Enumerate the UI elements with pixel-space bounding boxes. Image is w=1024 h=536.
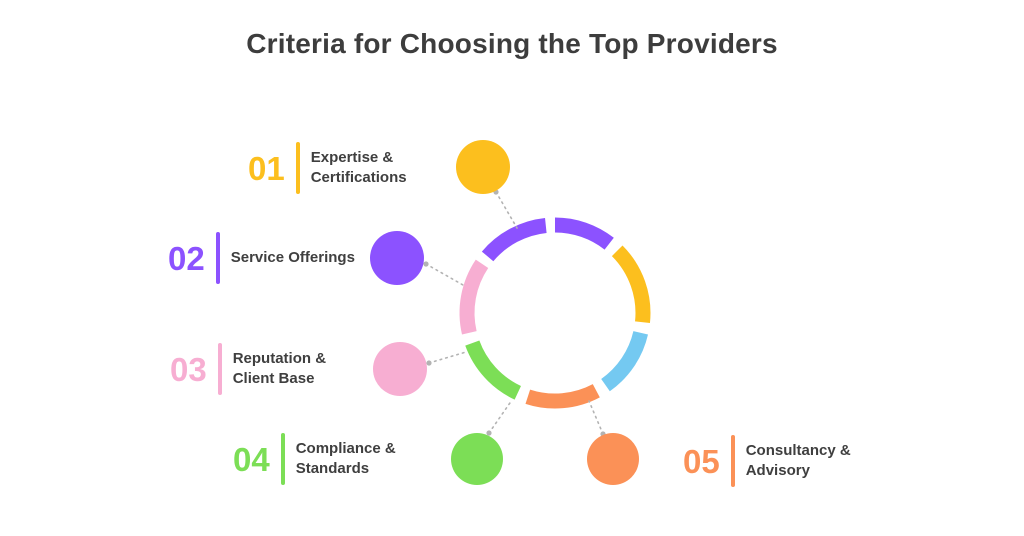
ring-segment [611, 245, 651, 323]
criteria-item-05: 05 Consultancy & Advisory [683, 435, 851, 487]
item-03-accent-bar [217, 343, 222, 395]
item-01-accent-bar [295, 142, 300, 194]
item-02-label: Service Offerings [230, 248, 355, 266]
item-05-accent-bar [730, 435, 735, 487]
ring-segment [481, 218, 547, 262]
item-02-number: 02 [168, 239, 205, 277]
connector-line-04 [488, 399, 513, 434]
connector-line-03 [428, 351, 467, 364]
page-title: Criteria for Choosing the Top Providers [246, 28, 778, 59]
item-05-circle [587, 433, 639, 485]
item-05-number: 05 [683, 442, 720, 480]
connector-dot-03 [426, 360, 432, 366]
item-04-circle [451, 433, 503, 485]
item-03-label: Reputation & Client Base [232, 349, 327, 387]
connector-line-02 [425, 263, 464, 286]
criteria-item-02: 02 Service Offerings [168, 232, 355, 284]
ring-segment [465, 340, 522, 400]
connector-line-05 [588, 400, 604, 435]
item-03-circle [373, 342, 427, 396]
item-03-number: 03 [170, 350, 207, 388]
item-02-accent-bar [215, 232, 220, 284]
item-02-circle [370, 231, 424, 285]
connector-dot-02 [423, 261, 429, 267]
item-01-label: Expertise & Certifications [310, 148, 407, 186]
item-01-number: 01 [248, 149, 285, 187]
ring-segment [525, 383, 600, 409]
criteria-item-01: 01 Expertise & Certifications [248, 142, 407, 194]
item-04-accent-bar [280, 433, 285, 485]
item-01-circle [456, 140, 510, 194]
ring-segment [459, 259, 489, 335]
connector-line-01 [495, 191, 518, 229]
item-04-number: 04 [233, 440, 270, 478]
item-05-label: Consultancy & Advisory [745, 441, 851, 479]
criteria-item-04: 04 Compliance & Standards [233, 433, 396, 485]
ring-segment [554, 217, 614, 250]
criteria-item-03: 03 Reputation & Client Base [170, 343, 326, 395]
ring-segment [600, 330, 649, 392]
item-04-label: Compliance & Standards [295, 439, 396, 477]
connector-dot-04 [486, 430, 492, 436]
